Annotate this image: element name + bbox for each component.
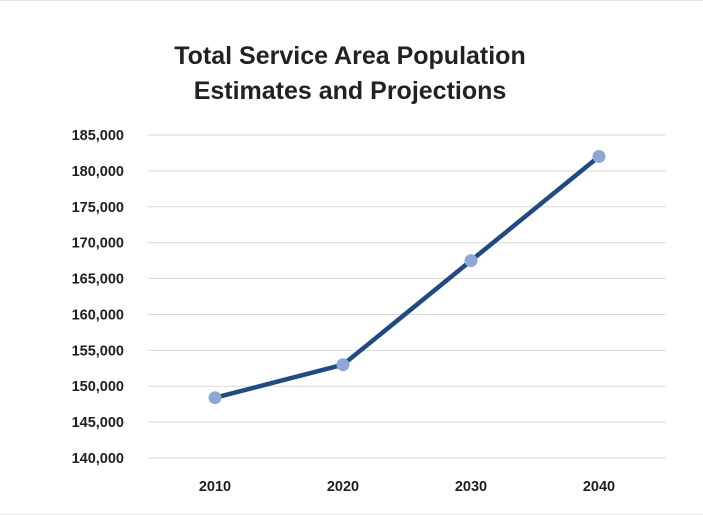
x-tick-label: 2030	[455, 479, 487, 495]
y-axis-ticks: 140,000 145,000 150,000 155,000 160,000 165,0…	[72, 128, 124, 467]
y-tick-label: 185,000	[72, 128, 124, 144]
data-point	[592, 150, 606, 164]
y-tick-label: 165,000	[72, 272, 124, 288]
x-tick-label: 2040	[583, 479, 615, 495]
x-axis-ticks: 2010 2020 2030 2040	[199, 479, 615, 495]
chart-title: Total Service Area Population Estimates …	[90, 39, 610, 109]
chart-title-line-1: Total Service Area Population	[174, 42, 526, 70]
x-tick-label: 2020	[327, 479, 359, 495]
x-tick-label: 2010	[199, 479, 231, 495]
data-point	[336, 358, 350, 372]
data-point	[208, 391, 222, 405]
y-tick-label: 140,000	[72, 451, 124, 467]
y-tick-label: 145,000	[72, 415, 124, 431]
y-tick-label: 175,000	[72, 200, 124, 216]
y-tick-label: 180,000	[72, 164, 124, 180]
series-line	[212, 154, 602, 400]
y-tick-label: 160,000	[72, 307, 124, 323]
y-tick-label: 155,000	[72, 343, 124, 359]
y-tick-label: 150,000	[72, 379, 124, 395]
chart-title-line-2: Estimates and Projections	[193, 77, 507, 105]
data-point	[464, 254, 478, 268]
series-layer	[208, 150, 606, 405]
gridlines	[148, 134, 666, 459]
y-tick-label: 170,000	[72, 236, 124, 252]
